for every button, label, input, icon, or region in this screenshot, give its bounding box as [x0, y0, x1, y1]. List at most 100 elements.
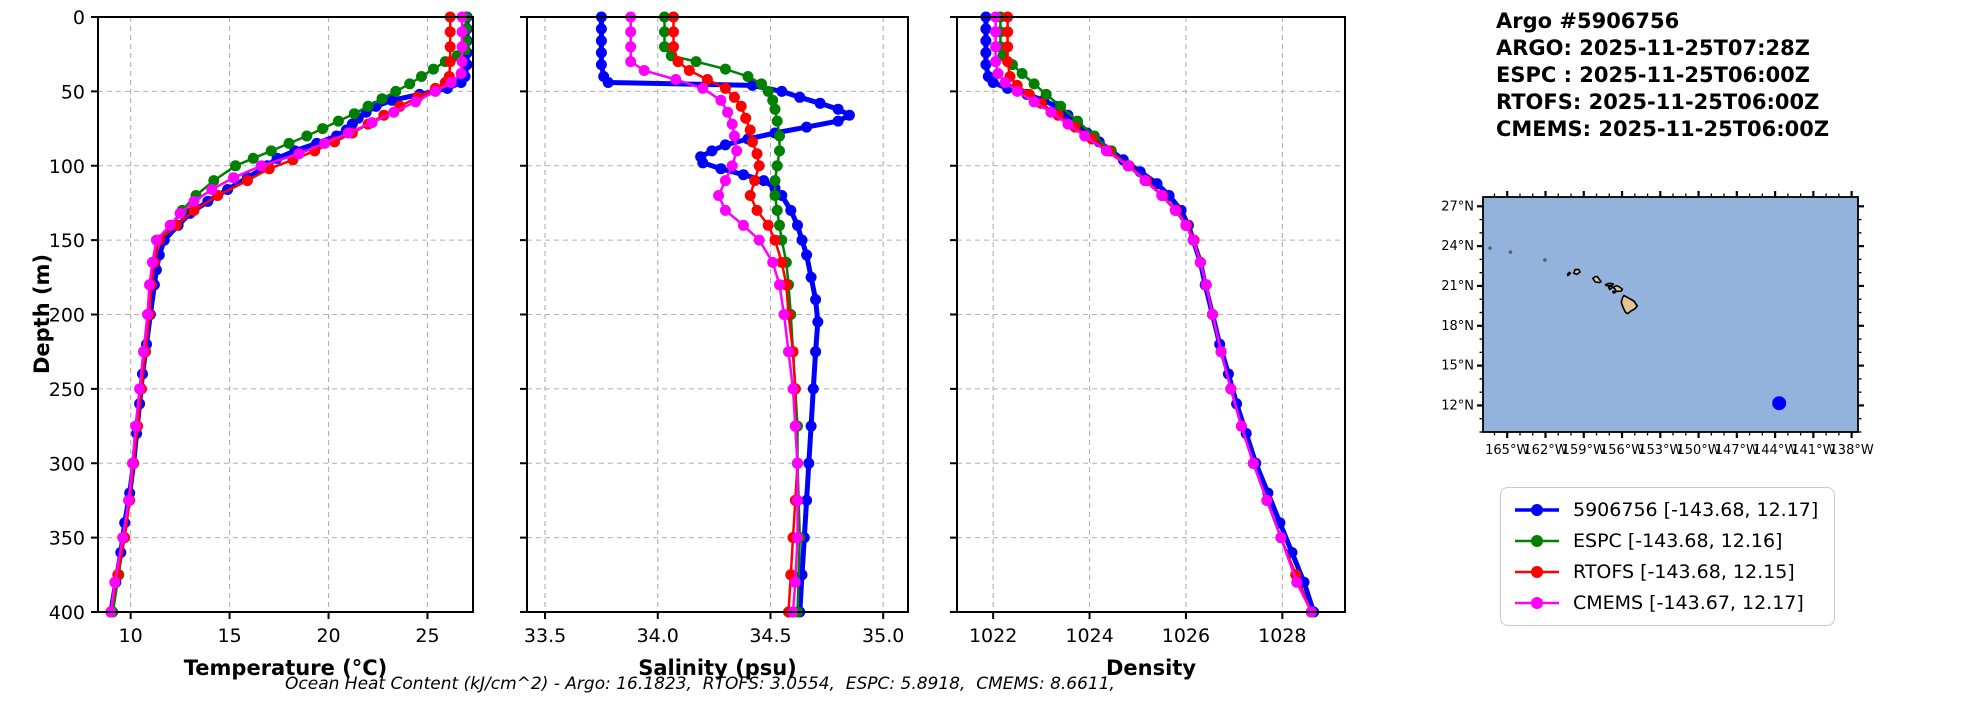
data-marker-ESPC [1055, 100, 1067, 112]
y-tick-label: 100 [49, 156, 85, 178]
data-marker-CMEMS [789, 420, 801, 432]
x-tick-label: 1028 [1258, 625, 1306, 647]
map-lon-label: 138°W [1830, 443, 1874, 458]
data-marker-CMEMS [142, 309, 153, 320]
data-marker-CMEMS [1028, 96, 1040, 108]
data-marker-5906756 [810, 294, 822, 306]
data-marker-CMEMS [625, 41, 637, 53]
data-marker-ESPC [332, 115, 344, 127]
data-marker-CMEMS [1156, 190, 1168, 201]
data-marker-CMEMS [388, 106, 400, 118]
data-marker-CMEMS [134, 383, 146, 395]
data-marker-CMEMS [787, 383, 799, 395]
data-marker-CMEMS [697, 82, 709, 94]
data-marker-5906756 [792, 219, 803, 231]
data-marker-5906756 [776, 85, 788, 97]
y-tick-label: 200 [49, 305, 85, 327]
data-marker-ESPC [390, 85, 402, 97]
data-marker-CMEMS [123, 494, 135, 506]
legend-item-RTOFS: RTOFS [-143.68, 12.15] [1513, 559, 1818, 585]
data-marker-5906756 [980, 59, 992, 71]
data-marker-ESPC [376, 93, 388, 105]
data-marker-CMEMS [366, 117, 378, 129]
map-lon-label: 153°W [1638, 443, 1682, 458]
data-marker-CMEMS [625, 56, 637, 68]
legend-marker [1531, 504, 1543, 516]
salinity-profile-chart: 33.5 34.0 34.5 35.0 Salinity (psu) [520, 11, 909, 680]
data-marker-ESPC [769, 103, 781, 115]
data-marker-ESPC [756, 78, 767, 90]
data-marker-RTOFS [668, 26, 679, 38]
data-marker-CMEMS [1139, 175, 1151, 187]
data-marker-RTOFS [769, 234, 781, 246]
data-marker-CMEMS [1045, 106, 1057, 118]
data-marker-CMEMS [1079, 130, 1091, 142]
data-marker-CMEMS [1100, 145, 1112, 157]
data-marker-CMEMS [1169, 204, 1181, 216]
legend-line-sample [1515, 535, 1559, 547]
plot-background [98, 17, 473, 612]
data-marker-CMEMS [792, 457, 803, 469]
density-profile-chart: 1022 1024 1026 1028 Density [950, 11, 1346, 680]
data-marker-5906756 [814, 97, 826, 109]
data-marker-ESPC [771, 115, 783, 127]
map-lon-label: 165°W [1485, 443, 1529, 458]
data-marker-5906756 [595, 23, 607, 35]
y-tick-label: 0 [73, 7, 85, 29]
data-marker-5906756 [803, 457, 815, 469]
data-marker-CMEMS [713, 190, 725, 201]
data-marker-CMEMS [127, 457, 139, 469]
x-tick-label: 1024 [1065, 625, 1113, 647]
data-marker-CMEMS [164, 219, 176, 231]
data-marker-ESPC [767, 94, 779, 106]
espc-timestamp: ESPC : 2025-11-25T06:00Z [1496, 63, 1811, 87]
data-marker-CMEMS [1194, 256, 1206, 268]
data-marker-RTOFS [776, 256, 788, 268]
data-marker-CMEMS [410, 96, 422, 108]
map-lat-label: 12°N [1441, 398, 1474, 413]
data-marker-CMEMS [722, 106, 734, 118]
map-lat-label: 27°N [1441, 199, 1474, 214]
data-marker-RTOFS [672, 56, 684, 68]
data-marker-CMEMS [992, 68, 1004, 79]
legend-item-5906756: 5906756 [-143.68, 12.17] [1513, 497, 1818, 523]
data-marker-CMEMS [1291, 576, 1303, 588]
data-marker-5906756 [980, 47, 992, 59]
data-marker-5906756 [812, 316, 824, 328]
data-marker-CMEMS [1235, 420, 1247, 432]
data-marker-CMEMS [1207, 309, 1218, 320]
data-marker-ESPC [427, 63, 439, 75]
data-marker-ESPC [771, 160, 783, 172]
data-marker-5906756 [805, 271, 817, 283]
data-marker-CMEMS [456, 41, 468, 53]
data-marker-ESPC [774, 145, 785, 157]
data-marker-5906756 [796, 234, 808, 246]
data-marker-5906756 [785, 204, 797, 216]
data-marker-ESPC [762, 85, 774, 97]
data-marker-ESPC [230, 160, 241, 172]
data-marker-CMEMS [456, 56, 468, 68]
data-marker-CMEMS [429, 85, 441, 97]
data-marker-ESPC [247, 152, 259, 164]
data-marker-CMEMS [174, 207, 186, 219]
x-axis-title: Salinity (psu) [638, 656, 797, 680]
data-marker-5906756 [807, 383, 819, 395]
map-lon-label: 141°W [1791, 443, 1835, 458]
data-marker-CMEMS [990, 41, 1002, 53]
data-marker-CMEMS [342, 127, 354, 139]
data-marker-RTOFS [444, 41, 456, 53]
data-marker-5906756 [595, 59, 607, 71]
data-marker-5906756 [801, 121, 813, 133]
data-marker-ESPC [362, 100, 374, 112]
map-island [1612, 290, 1616, 294]
data-marker-ESPC [774, 219, 785, 231]
data-marker-5906756 [737, 169, 749, 181]
map-lat-label: 21°N [1441, 279, 1474, 294]
data-marker-CMEMS [138, 346, 149, 358]
data-marker-ESPC [1016, 68, 1028, 79]
data-marker-5906756 [987, 77, 999, 88]
legend-label: RTOFS [-143.68, 12.15] [1573, 561, 1795, 583]
data-marker-CMEMS [1180, 219, 1192, 231]
data-marker-RTOFS [762, 219, 774, 231]
legend-label: CMEMS [-143.67, 12.17] [1573, 592, 1804, 614]
